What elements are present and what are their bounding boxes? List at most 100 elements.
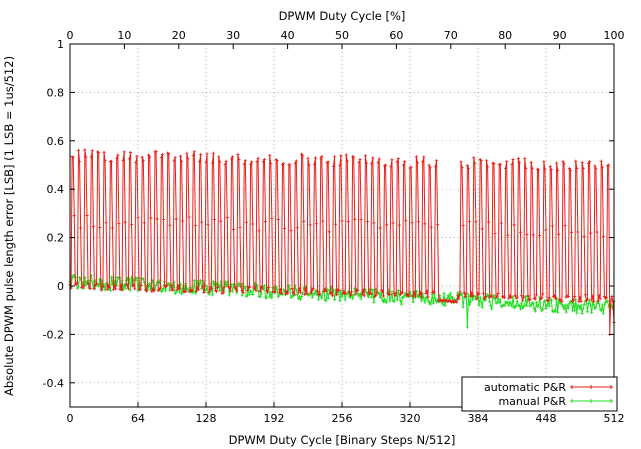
automatic-pr-point	[179, 160, 184, 164]
automatic-pr-point	[561, 159, 565, 164]
automatic-pr-point	[398, 292, 403, 297]
manual-pr-point	[135, 277, 139, 281]
automatic-pr-point	[127, 157, 132, 161]
automatic-pr-point	[403, 160, 407, 164]
manual-pr-point	[298, 297, 303, 302]
automatic-pr-point	[238, 226, 242, 230]
automatic-pr-point	[467, 219, 472, 224]
manual-pr-point	[489, 304, 493, 308]
automatic-pr-point	[229, 157, 234, 161]
manual-pr-point	[539, 305, 543, 310]
manual-pr-point	[532, 306, 536, 311]
automatic-pr-point	[109, 159, 114, 163]
manual-pr-point	[161, 286, 166, 291]
automatic-pr-point	[181, 219, 185, 223]
manual-pr-point	[290, 294, 294, 299]
automatic-pr-point	[114, 287, 118, 291]
automatic-pr-point	[407, 294, 411, 298]
automatic-pr-point	[327, 230, 331, 234]
series-layer	[68, 148, 616, 336]
automatic-pr-point	[134, 160, 138, 165]
automatic-pr-point	[505, 160, 509, 164]
top-tick-label: 100	[604, 29, 625, 42]
automatic-pr-point	[241, 291, 245, 295]
automatic-pr-point	[389, 165, 393, 169]
automatic-pr-point	[88, 286, 92, 291]
automatic-pr-point	[610, 294, 614, 298]
automatic-pr-point	[101, 284, 105, 289]
automatic-pr-point	[487, 220, 491, 224]
manual-pr-point	[492, 293, 496, 297]
automatic-pr-point	[477, 292, 481, 296]
manual-pr-point	[468, 299, 473, 304]
legend-marker	[589, 385, 593, 389]
automatic-pr-point	[79, 226, 83, 230]
automatic-pr-point	[312, 162, 316, 166]
automatic-pr-point	[196, 287, 201, 291]
legend-marker	[609, 385, 613, 389]
automatic-pr-point	[206, 223, 210, 227]
automatic-pr-point	[496, 291, 500, 296]
automatic-pr-point	[126, 287, 131, 291]
manual-pr-point	[251, 292, 255, 297]
automatic-pr-point	[122, 150, 126, 154]
automatic-pr-point	[390, 158, 394, 162]
automatic-pr-point	[242, 162, 246, 166]
manual-pr-point	[123, 286, 127, 290]
automatic-pr-point	[566, 294, 570, 299]
automatic-pr-point	[174, 217, 178, 221]
automatic-pr-point	[433, 165, 438, 169]
automatic-pr-point	[302, 219, 306, 223]
automatic-pr-point	[369, 291, 373, 296]
manual-pr-point	[227, 293, 231, 297]
automatic-pr-point	[222, 285, 226, 289]
manual-pr-point	[497, 300, 501, 304]
automatic-pr-point	[307, 163, 311, 167]
automatic-pr-point	[544, 228, 548, 232]
automatic-pr-point	[502, 296, 507, 300]
automatic-pr-point	[462, 291, 466, 295]
automatic-pr-point	[461, 223, 465, 228]
automatic-pr-point	[82, 284, 86, 288]
automatic-pr-point	[89, 155, 93, 159]
automatic-pr-point	[168, 223, 172, 227]
automatic-pr-point	[99, 283, 103, 287]
automatic-pr-point	[276, 218, 280, 222]
automatic-pr-point	[149, 216, 153, 220]
automatic-pr-point	[595, 230, 599, 234]
automatic-pr-point	[424, 292, 428, 296]
automatic-pr-point	[102, 150, 106, 154]
automatic-pr-point	[322, 289, 326, 294]
automatic-pr-point	[154, 149, 158, 154]
automatic-pr-point	[388, 292, 392, 297]
automatic-pr-point	[111, 287, 116, 292]
manual-pr-point	[314, 292, 319, 296]
automatic-pr-point	[337, 288, 341, 293]
automatic-pr-point	[160, 152, 165, 157]
automatic-pr-point	[499, 221, 503, 225]
top-tick-label: 40	[281, 29, 295, 42]
automatic-pr-point	[235, 289, 239, 293]
manual-pr-point	[515, 299, 519, 303]
manual-pr-point	[493, 297, 497, 301]
manual-pr-point	[177, 290, 182, 294]
manual-pr-point	[582, 302, 586, 307]
automatic-pr-point	[357, 161, 361, 165]
automatic-pr-point	[528, 297, 532, 302]
manual-pr-point	[390, 290, 394, 294]
manual-pr-point	[531, 301, 535, 305]
automatic-pr-point	[221, 291, 225, 295]
automatic-pr-point	[263, 219, 268, 224]
automatic-pr-point	[425, 289, 429, 293]
manual-pr-point	[193, 291, 197, 295]
automatic-pr-point	[252, 285, 256, 289]
automatic-pr-point	[135, 154, 139, 158]
automatic-pr-point	[410, 221, 414, 225]
automatic-pr-point	[507, 296, 511, 300]
manual-pr-point	[324, 299, 328, 303]
automatic-pr-point	[76, 148, 81, 152]
automatic-pr-point	[541, 292, 545, 296]
automatic-pr-point	[190, 288, 194, 292]
automatic-pr-point	[421, 160, 425, 164]
automatic-pr-point	[376, 161, 380, 165]
